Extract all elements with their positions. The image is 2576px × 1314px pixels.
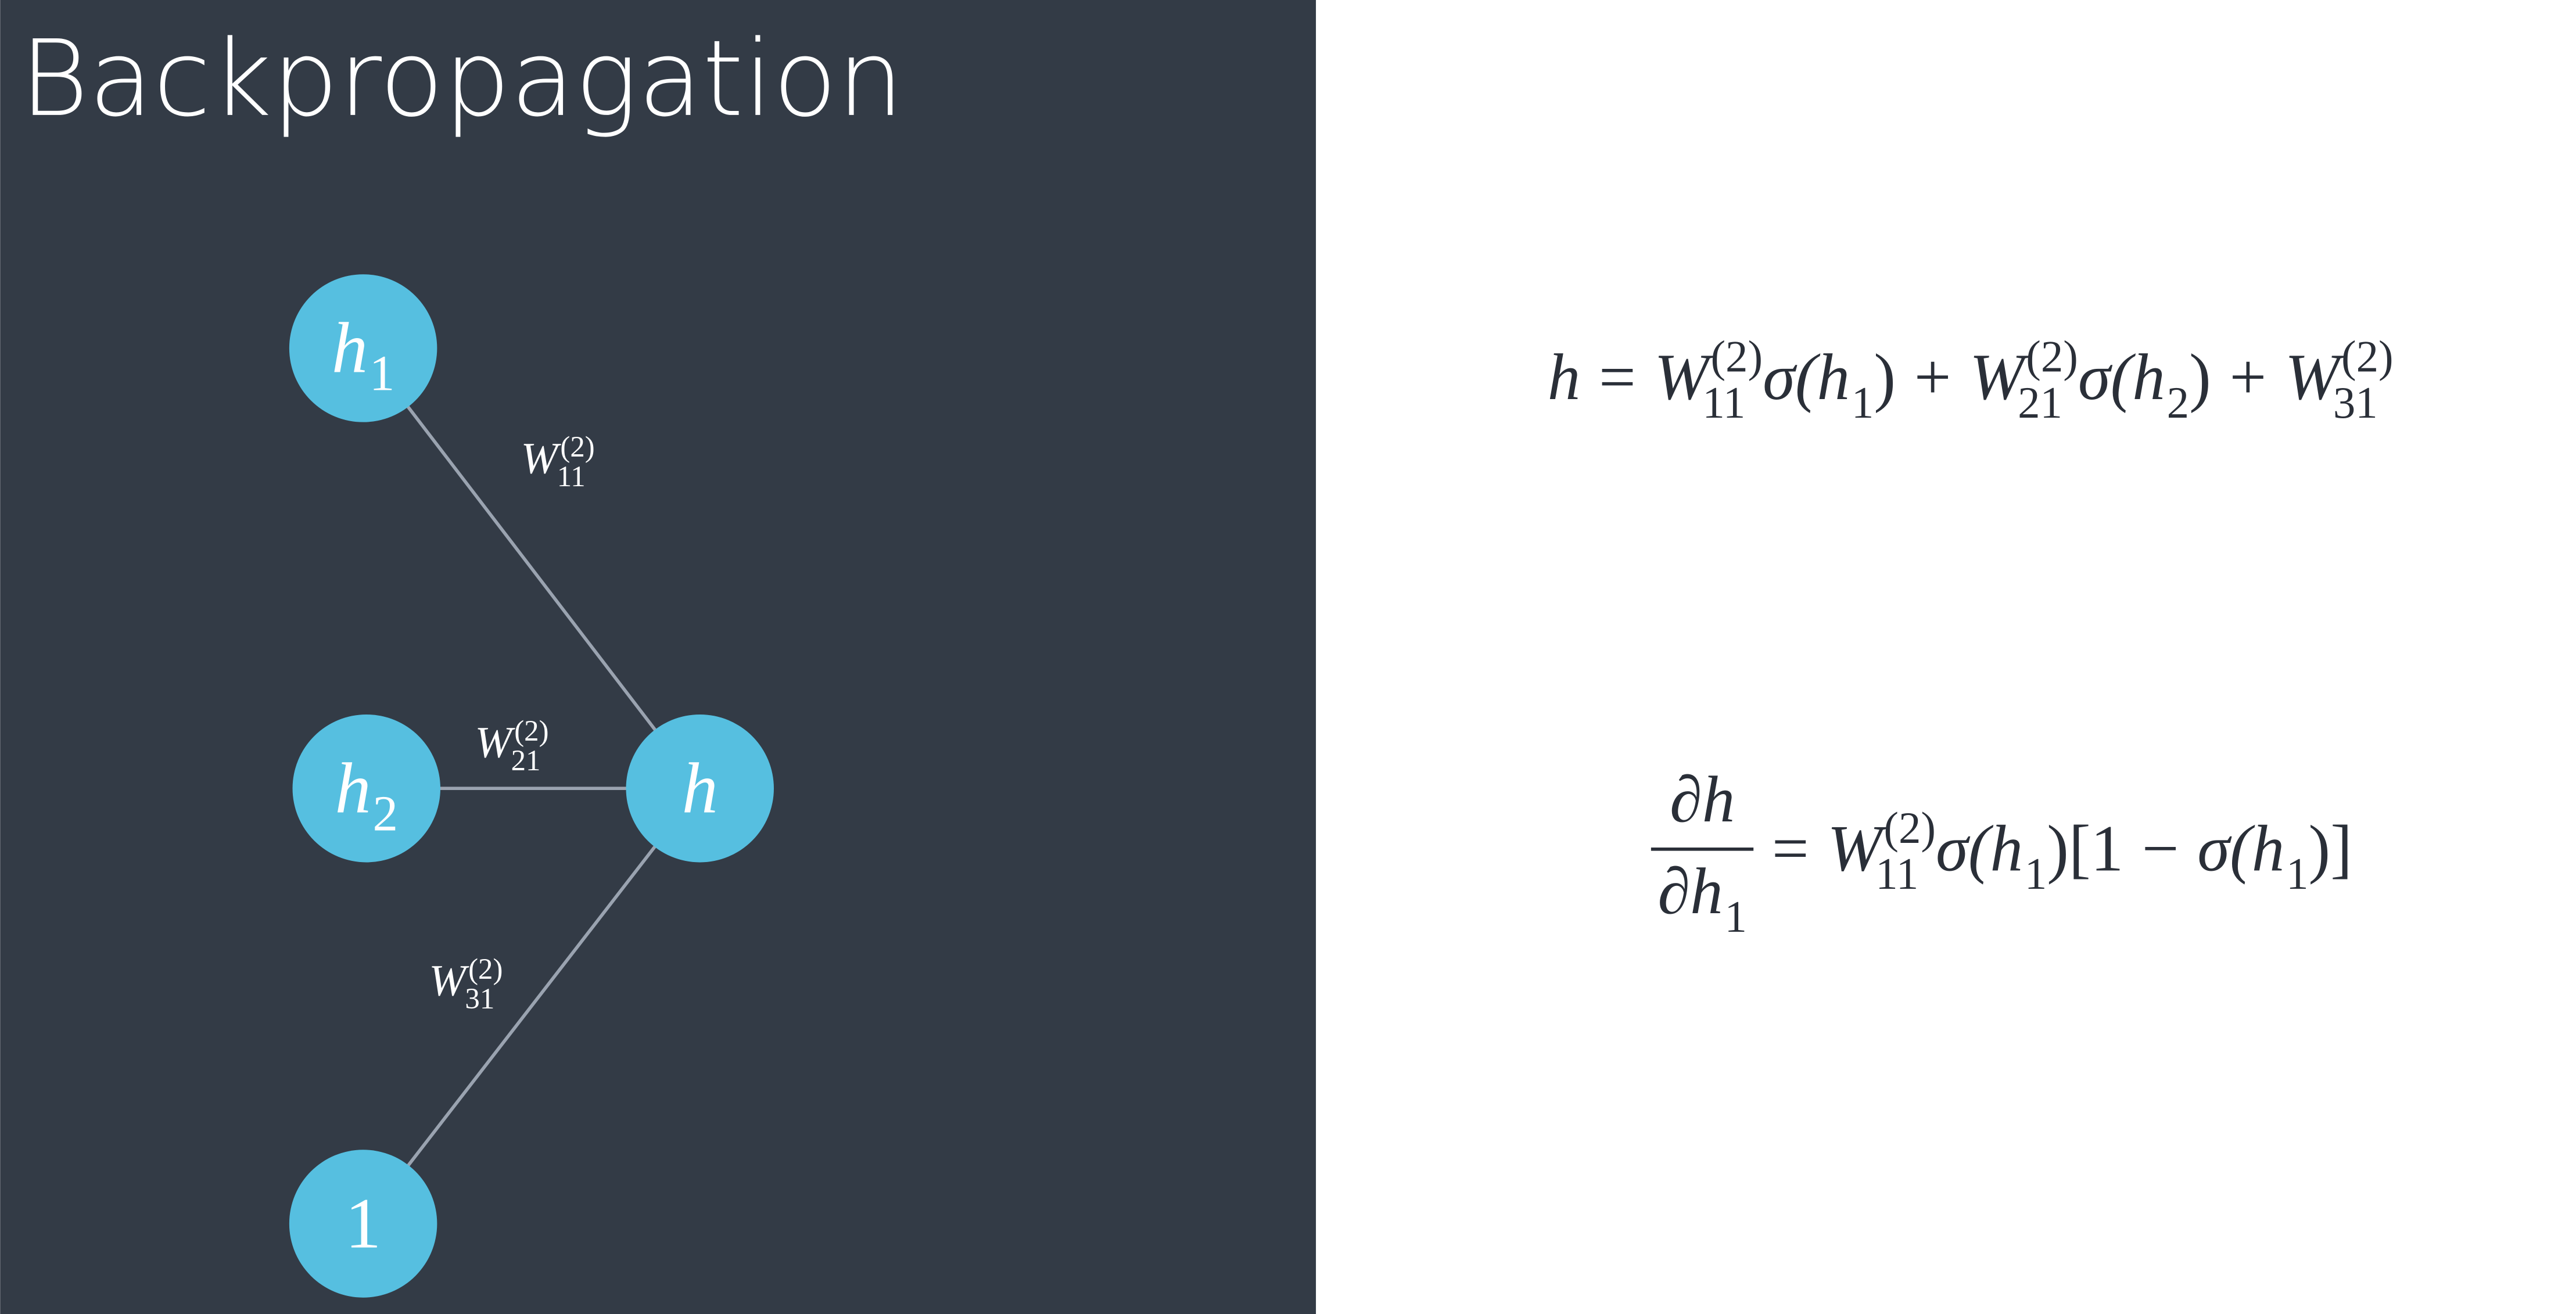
math-token: − [2142,813,2179,885]
math-token: ∂h [1670,763,1735,836]
math-token: )] [2309,813,2352,885]
node-circle [292,714,441,863]
math-subscript: 31 [2333,378,2378,428]
edge-weight: W [475,717,515,767]
node-label: 1 [345,1183,381,1263]
math-token: σ( [1936,813,1994,885]
math-token: = [1599,341,1636,414]
math-superscript: (2) [1710,332,1763,382]
node-circle [289,274,437,422]
math-token: h [2132,341,2165,414]
edge-weight-superscript: (2) [468,953,503,986]
node-circle [626,714,774,863]
math-token: σ( [2078,341,2136,414]
node-text: h [332,307,368,387]
node-subscript: 1 [369,345,395,401]
math-superscript: (2) [1883,803,1936,853]
math-token: ∂h [1657,855,1723,928]
math-superscript: (2) [2026,332,2078,382]
math-token: W [1827,813,1887,885]
node-text: h [335,748,371,828]
math-token: σ( [1763,341,1821,414]
dark-panel [0,0,1316,1314]
node-label: h [682,748,718,828]
equation: ∂h∂h 1= W (2)11 σ(h 1)[1− σ(h 1)] [1651,763,2352,942]
fraction-denominator: ∂h 1 [1657,855,1747,942]
fraction-numerator: ∂h [1670,763,1735,836]
math-token: h [1548,341,1581,414]
math-token: W [1654,341,1714,414]
edge-weight: W [521,433,562,483]
math-token: + [2229,341,2266,414]
node-text: h [682,748,718,828]
slide-title: Backpropagation [20,17,903,140]
math-token: h [1817,341,1850,414]
equation: h = W (2)11 σ(h 1) + W (2)21 σ(h 2) + W (2)31 [1548,332,2394,428]
nodes-layer: h 1h 2 h1 [289,274,774,1298]
edge-line [361,787,701,1225]
math-token: )[1 [2047,813,2123,885]
edge-labels-layer: W (2)11W (2)21W (2)31 [429,431,595,1015]
edge-weight-subscript: 31 [465,983,494,1015]
math-token: ) [2189,341,2211,414]
edge-weight-subscript: 21 [511,745,541,777]
math-token: W [1969,341,2029,414]
math-token: σ( [2197,813,2255,885]
edge-weight-superscript: (2) [514,715,548,748]
edge-weight-subscript: 11 [557,461,586,493]
equations-layer: h = W (2)11 σ(h 1) + W (2)21 σ(h 2) + W (2)31∂h∂h 1= W(… [1548,332,2394,942]
edge-weight-superscript: (2) [560,431,594,464]
math-subscript: 2 [2167,378,2189,428]
math-token: h [2252,813,2285,885]
edge-line [361,347,702,789]
math-subscript: 1 [2286,849,2308,899]
math-subscript: 1 [2025,849,2047,899]
node-subscript: 2 [373,785,399,841]
math-subscript: 11 [1702,378,1745,428]
math-subscript: 1 [1724,892,1746,942]
math-superscript: (2) [2341,332,2394,382]
math-subscript: 11 [1875,849,1918,899]
math-subscript: 1 [1852,378,1874,428]
edge-weight: W [429,956,469,1005]
math-token: W [2285,341,2345,414]
node-text: 1 [345,1183,381,1263]
math-token: ) [1874,341,1896,414]
math-subscript: 21 [2018,378,2062,428]
math-token: h [1990,813,2023,885]
node-circle [289,1150,437,1298]
math-token: + [1914,341,1951,414]
math-token: = [1772,813,1809,885]
